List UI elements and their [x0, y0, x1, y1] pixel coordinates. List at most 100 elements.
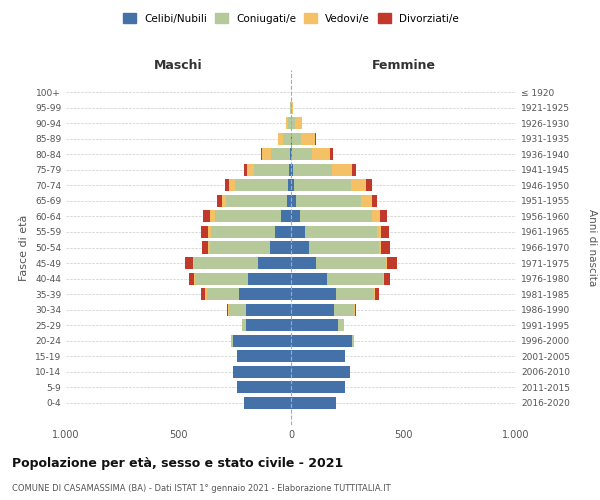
Bar [194, 272, 196, 284]
Bar [361, 195, 372, 207]
Bar [377, 226, 381, 238]
Bar [239, 288, 291, 300]
Bar [386, 257, 397, 269]
Bar [292, 117, 295, 130]
Bar [295, 117, 302, 130]
Bar [372, 210, 380, 222]
Bar [254, 164, 289, 176]
Bar [291, 132, 292, 145]
Bar [331, 148, 332, 160]
Bar [354, 304, 355, 316]
Text: Popolazione per età, sesso e stato civile - 2021: Popolazione per età, sesso e stato civil… [12, 458, 343, 470]
Bar [291, 350, 345, 362]
Legend: Celibi/Nubili, Coniugati/e, Vedovi/e, Divorziati/e: Celibi/Nubili, Coniugati/e, Vedovi/e, Di… [121, 12, 461, 26]
Bar [217, 195, 222, 207]
Bar [189, 272, 194, 284]
Bar [244, 164, 247, 176]
Bar [222, 195, 226, 207]
Bar [229, 304, 246, 316]
Bar [287, 180, 291, 192]
Bar [201, 288, 205, 300]
Bar [278, 132, 283, 145]
Text: Femmine: Femmine [371, 59, 436, 72]
Bar [291, 396, 336, 409]
Bar [290, 102, 291, 114]
Bar [230, 334, 233, 346]
Bar [235, 180, 287, 192]
Bar [242, 319, 246, 331]
Bar [292, 132, 301, 145]
Bar [229, 180, 235, 192]
Bar [228, 304, 229, 316]
Y-axis label: Fasce di età: Fasce di età [19, 214, 29, 280]
Bar [226, 195, 287, 207]
Bar [259, 257, 291, 269]
Bar [196, 272, 248, 284]
Bar [336, 288, 374, 300]
Bar [314, 132, 316, 145]
Bar [327, 272, 383, 284]
Bar [292, 102, 293, 114]
Bar [261, 148, 262, 160]
Bar [295, 180, 350, 192]
Bar [289, 164, 291, 176]
Bar [385, 272, 390, 284]
Bar [334, 304, 354, 316]
Bar [301, 132, 314, 145]
Bar [227, 304, 228, 316]
Bar [291, 288, 336, 300]
Bar [283, 132, 290, 145]
Bar [185, 257, 193, 269]
Bar [193, 257, 194, 269]
Bar [289, 117, 291, 130]
Bar [233, 366, 291, 378]
Bar [291, 148, 292, 160]
Bar [331, 164, 352, 176]
Bar [291, 257, 316, 269]
Bar [202, 242, 208, 254]
Bar [291, 381, 345, 394]
Bar [352, 334, 354, 346]
Bar [291, 304, 334, 316]
Bar [287, 195, 291, 207]
Bar [291, 180, 295, 192]
Bar [291, 334, 352, 346]
Bar [194, 257, 259, 269]
Bar [275, 226, 291, 238]
Bar [215, 210, 281, 222]
Bar [352, 164, 356, 176]
Bar [374, 288, 376, 300]
Bar [271, 148, 290, 160]
Bar [383, 272, 385, 284]
Bar [281, 210, 291, 222]
Bar [237, 350, 291, 362]
Bar [338, 319, 344, 331]
Bar [372, 195, 377, 207]
Bar [269, 242, 291, 254]
Bar [291, 242, 309, 254]
Bar [211, 226, 275, 238]
Bar [381, 226, 389, 238]
Bar [246, 319, 291, 331]
Bar [291, 319, 338, 331]
Y-axis label: Anni di nascita: Anni di nascita [587, 209, 597, 286]
Text: COMUNE DI CASAMASSIMA (BA) - Dati ISTAT 1° gennaio 2021 - Elaborazione TUTTITALI: COMUNE DI CASAMASSIMA (BA) - Dati ISTAT … [12, 484, 391, 493]
Bar [237, 381, 291, 394]
Bar [248, 272, 291, 284]
Bar [291, 272, 327, 284]
Bar [316, 257, 386, 269]
Bar [350, 180, 367, 192]
Bar [380, 210, 386, 222]
Bar [208, 242, 210, 254]
Bar [290, 148, 291, 160]
Bar [291, 210, 300, 222]
Bar [244, 396, 291, 409]
Bar [313, 148, 331, 160]
Bar [206, 288, 239, 300]
Bar [292, 148, 313, 160]
Bar [224, 180, 229, 192]
Bar [208, 226, 211, 238]
Bar [355, 304, 356, 316]
Bar [247, 164, 254, 176]
Bar [293, 164, 331, 176]
